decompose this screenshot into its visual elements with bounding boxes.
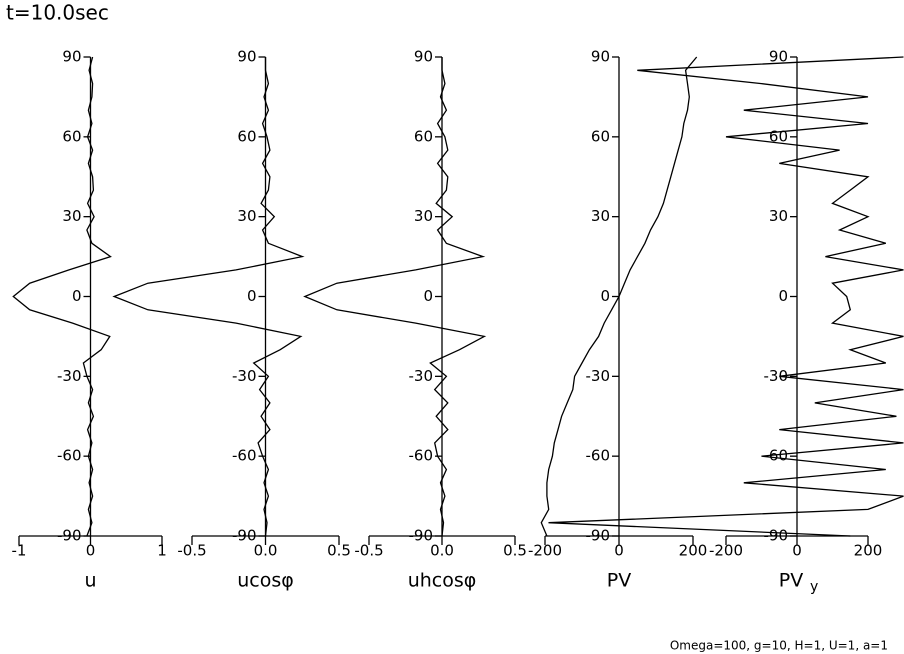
x-tick-label: 0.5 xyxy=(327,542,351,560)
y-tick-label: 0 xyxy=(72,287,82,305)
y-tick-label: -90 xyxy=(764,527,789,545)
y-tick-label: -30 xyxy=(232,367,257,385)
y-tick-label: -60 xyxy=(764,447,789,465)
profile-line xyxy=(540,56,698,537)
y-tick-label: -90 xyxy=(57,527,82,545)
y-tick-label: 0 xyxy=(600,287,610,305)
profile-line xyxy=(12,56,112,537)
x-tick-label: 0.5 xyxy=(503,542,527,560)
y-tick-label: 90 xyxy=(414,48,433,66)
x-axis-label: PV xyxy=(607,570,631,592)
y-tick-label: -30 xyxy=(764,367,789,385)
y-tick-label: -90 xyxy=(232,527,257,545)
x-axis-label: u xyxy=(84,570,96,592)
y-tick-label: -90 xyxy=(586,527,611,545)
y-tick-label: 60 xyxy=(414,127,433,145)
y-tick-label: -90 xyxy=(409,527,434,545)
x-axis-label: PV xyxy=(779,570,803,592)
x-tick-label: 0.0 xyxy=(430,542,454,560)
x-tick-label: 0 xyxy=(792,542,802,560)
x-tick-label: -200 xyxy=(709,542,743,560)
x-tick-label: 1 xyxy=(157,542,167,560)
y-tick-label: 0 xyxy=(423,287,433,305)
y-tick-label: 90 xyxy=(769,48,788,66)
y-tick-label: -60 xyxy=(57,447,82,465)
x-tick-label: -1 xyxy=(12,542,27,560)
y-tick-label: -60 xyxy=(586,447,611,465)
x-tick-label: 0 xyxy=(614,542,624,560)
y-tick-label: -30 xyxy=(586,367,611,385)
y-tick-label: 90 xyxy=(237,48,256,66)
footnote: Omega=100, g=10, H=1, U=1, a=1 xyxy=(670,639,888,653)
x-tick-label: 0 xyxy=(86,542,96,560)
x-tick-label: -0.5 xyxy=(177,542,206,560)
y-tick-label: 60 xyxy=(591,127,610,145)
y-tick-label: -60 xyxy=(232,447,257,465)
x-tick-label: 200 xyxy=(854,542,883,560)
y-tick-label: 30 xyxy=(591,207,610,225)
x-axis-label: uhcosφ xyxy=(408,570,477,592)
x-tick-label: 200 xyxy=(679,542,708,560)
y-tick-label: 30 xyxy=(62,207,81,225)
profile-line xyxy=(303,57,487,537)
y-tick-label: -30 xyxy=(409,367,434,385)
y-tick-label: -60 xyxy=(409,447,434,465)
y-tick-label: 90 xyxy=(591,48,610,66)
x-tick-label: -0.5 xyxy=(354,542,383,560)
profile-line xyxy=(112,57,305,537)
x-axis-label-subscript: y xyxy=(810,579,818,595)
y-tick-label: 30 xyxy=(769,207,788,225)
y-tick-label: 30 xyxy=(414,207,433,225)
y-tick-label: -30 xyxy=(57,367,82,385)
y-tick-label: 60 xyxy=(62,127,81,145)
y-tick-label: 30 xyxy=(237,207,256,225)
chart-title: t=10.0sec xyxy=(6,1,109,25)
x-tick-label: 0.0 xyxy=(254,542,278,560)
y-tick-label: 90 xyxy=(62,48,81,66)
y-tick-label: 60 xyxy=(237,127,256,145)
y-tick-label: 0 xyxy=(778,287,788,305)
x-axis-label: ucosφ xyxy=(237,570,294,592)
x-tick-label: -200 xyxy=(528,542,562,560)
y-tick-label: 0 xyxy=(247,287,257,305)
profile-line xyxy=(548,56,904,537)
